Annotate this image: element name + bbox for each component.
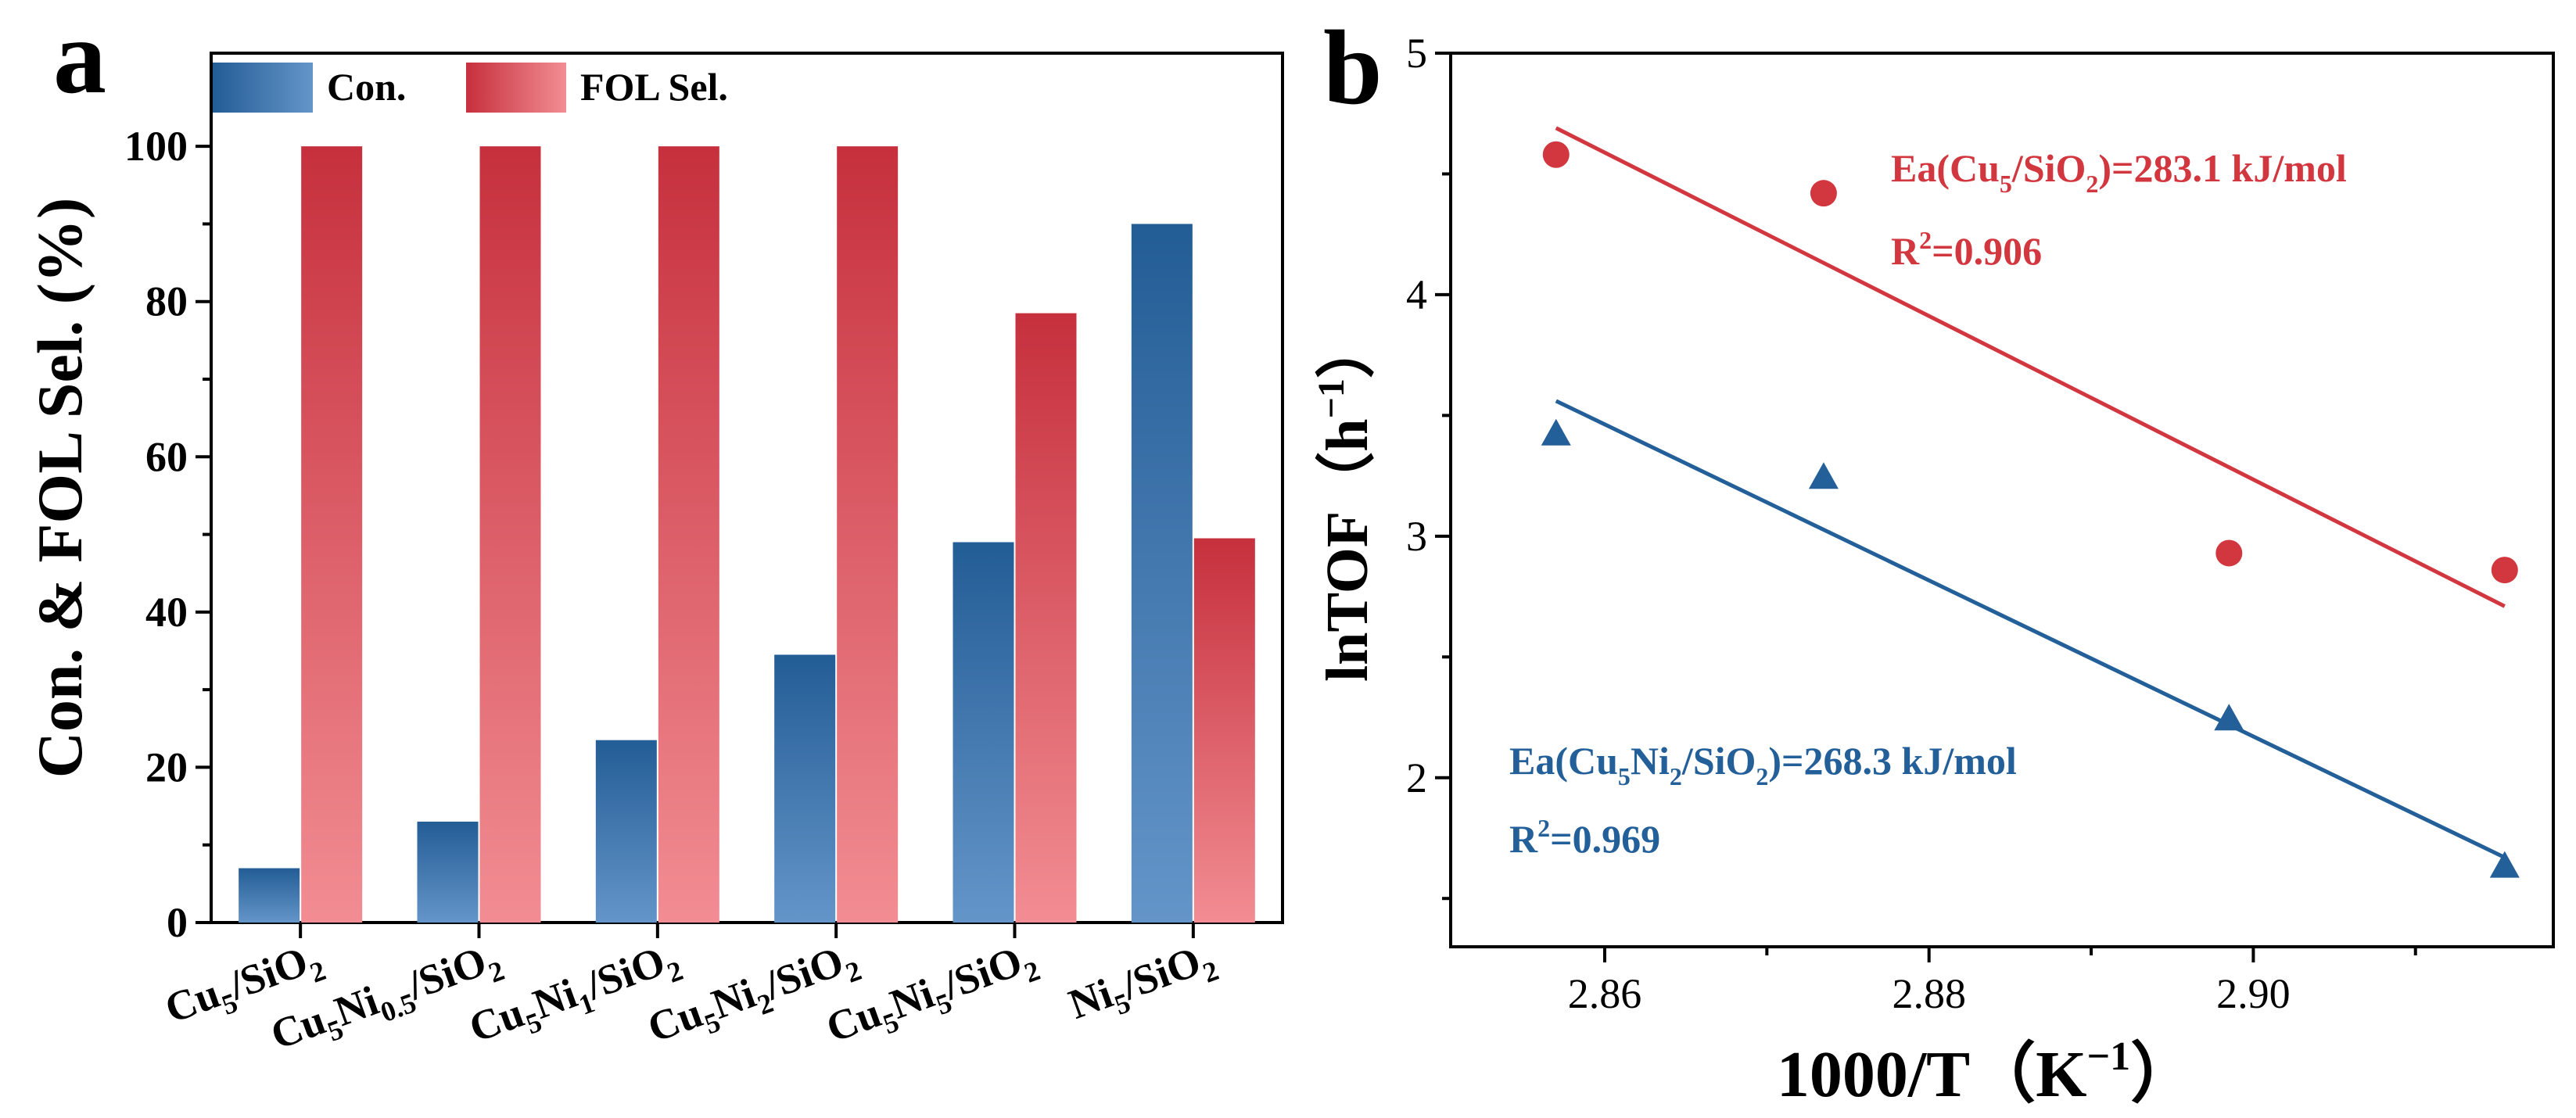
panel-a-label: a — [53, 0, 106, 116]
panel-a-plot-frame — [210, 52, 1284, 924]
fit-line-cu5ni2 — [1555, 399, 2506, 859]
panel-a-x-axis: Cu5/SiO2Cu5Ni0.5/SiO2Cu5Ni1/SiO2Cu5Ni2/S… — [159, 923, 1222, 1059]
panel-a-y-axis: 0 20 40 60 80 100 — [124, 123, 211, 946]
panel-b-x-axis-title: 1000/T（K−1） — [1777, 1034, 2196, 1111]
bar-sel-2 — [658, 146, 719, 923]
x-tick-label: Cu5Ni5/SiO2 — [820, 933, 1044, 1059]
y-axis-title-exponent: −1 — [1311, 378, 1352, 418]
data-point-cu5ni2 — [2214, 704, 2244, 731]
panel-b-plot-frame — [1449, 52, 2555, 948]
annotation-ea-cu5ni2: Ea(Cu5Ni2/SiO2)=268.3 kJ/mol — [1509, 739, 2017, 790]
bar-con-3 — [774, 654, 836, 923]
bar-con-4 — [953, 542, 1014, 923]
panel-b-y-axis: 2 3 4 5 — [1406, 30, 1451, 901]
bar-sel-1 — [479, 146, 541, 923]
bar-sel-0 — [301, 146, 363, 923]
legend-con-label: Con. — [327, 65, 406, 109]
data-point-cu5ni2 — [1541, 418, 1571, 446]
panel-b-y-axis-title: lnTOF（h−1） — [1311, 319, 1380, 682]
panel-b: b 2 3 4 5 2.86 2.88 2.90 lnTOF（h−1） 1000/T（K−… — [1311, 9, 2555, 1111]
y-tick-label: 0 — [167, 899, 188, 946]
panel-b-series — [1541, 126, 2520, 878]
data-point-cu5 — [1542, 141, 1570, 168]
legend-con-swatch — [213, 63, 313, 113]
fit-line-cu5 — [1555, 126, 2506, 608]
y-tick-label: 3 — [1406, 513, 1427, 560]
annotation-r2-cu5ni2: R2=0.969 — [1509, 814, 1660, 861]
data-point-cu5 — [2215, 539, 2243, 567]
x-tick-label: 2.86 — [1568, 970, 1642, 1017]
x-axis-title-exponent: −1 — [2087, 1034, 2131, 1079]
panel-a-bars — [239, 146, 1255, 923]
x-tick-label: Ni5/SiO2 — [1063, 933, 1222, 1035]
annotation-r2-cu5: R2=0.906 — [1891, 226, 2042, 273]
y-tick-label: 4 — [1406, 271, 1427, 318]
y-tick-label: 20 — [145, 744, 188, 790]
panel-b-x-axis: 2.86 2.88 2.90 — [1568, 947, 2417, 1017]
panel-a-legend: Con. FOL Sel. — [213, 63, 728, 113]
annotation-ea-cu5: Ea(Cu5/SiO2)=283.1 kJ/mol — [1891, 146, 2347, 198]
y-tick-label: 5 — [1406, 30, 1427, 77]
data-point-cu5 — [1810, 180, 1837, 207]
bar-con-0 — [239, 868, 300, 923]
bar-sel-3 — [837, 146, 899, 923]
legend-sel-label: FOL Sel. — [580, 65, 728, 109]
y-tick-label: 80 — [145, 278, 188, 325]
panel-a: a 0 20 40 60 80 100 Cu5/SiO2Cu5Ni0.5/SiO2Cu5N… — [24, 0, 1284, 1059]
y-tick-label: 100 — [124, 123, 188, 170]
data-point-cu5ni2 — [2489, 851, 2520, 878]
data-point-cu5 — [2491, 557, 2518, 584]
bar-con-5 — [1131, 224, 1193, 923]
y-tick-label: 40 — [145, 589, 188, 636]
bar-sel-4 — [1015, 313, 1077, 923]
y-tick-label: 2 — [1406, 754, 1427, 801]
data-point-cu5ni2 — [1808, 462, 1839, 489]
panel-a-y-axis-title: Con. & FOL Sel. (%) — [24, 198, 95, 779]
panel-b-label: b — [1323, 9, 1383, 127]
bar-con-2 — [595, 740, 657, 923]
x-tick-label: 2.90 — [2216, 970, 2291, 1017]
bar-sel-5 — [1193, 538, 1255, 923]
x-tick-label: 2.88 — [1892, 970, 1966, 1017]
y-tick-label: 60 — [145, 433, 188, 480]
legend-sel-swatch — [466, 63, 566, 113]
bar-con-1 — [417, 821, 479, 923]
